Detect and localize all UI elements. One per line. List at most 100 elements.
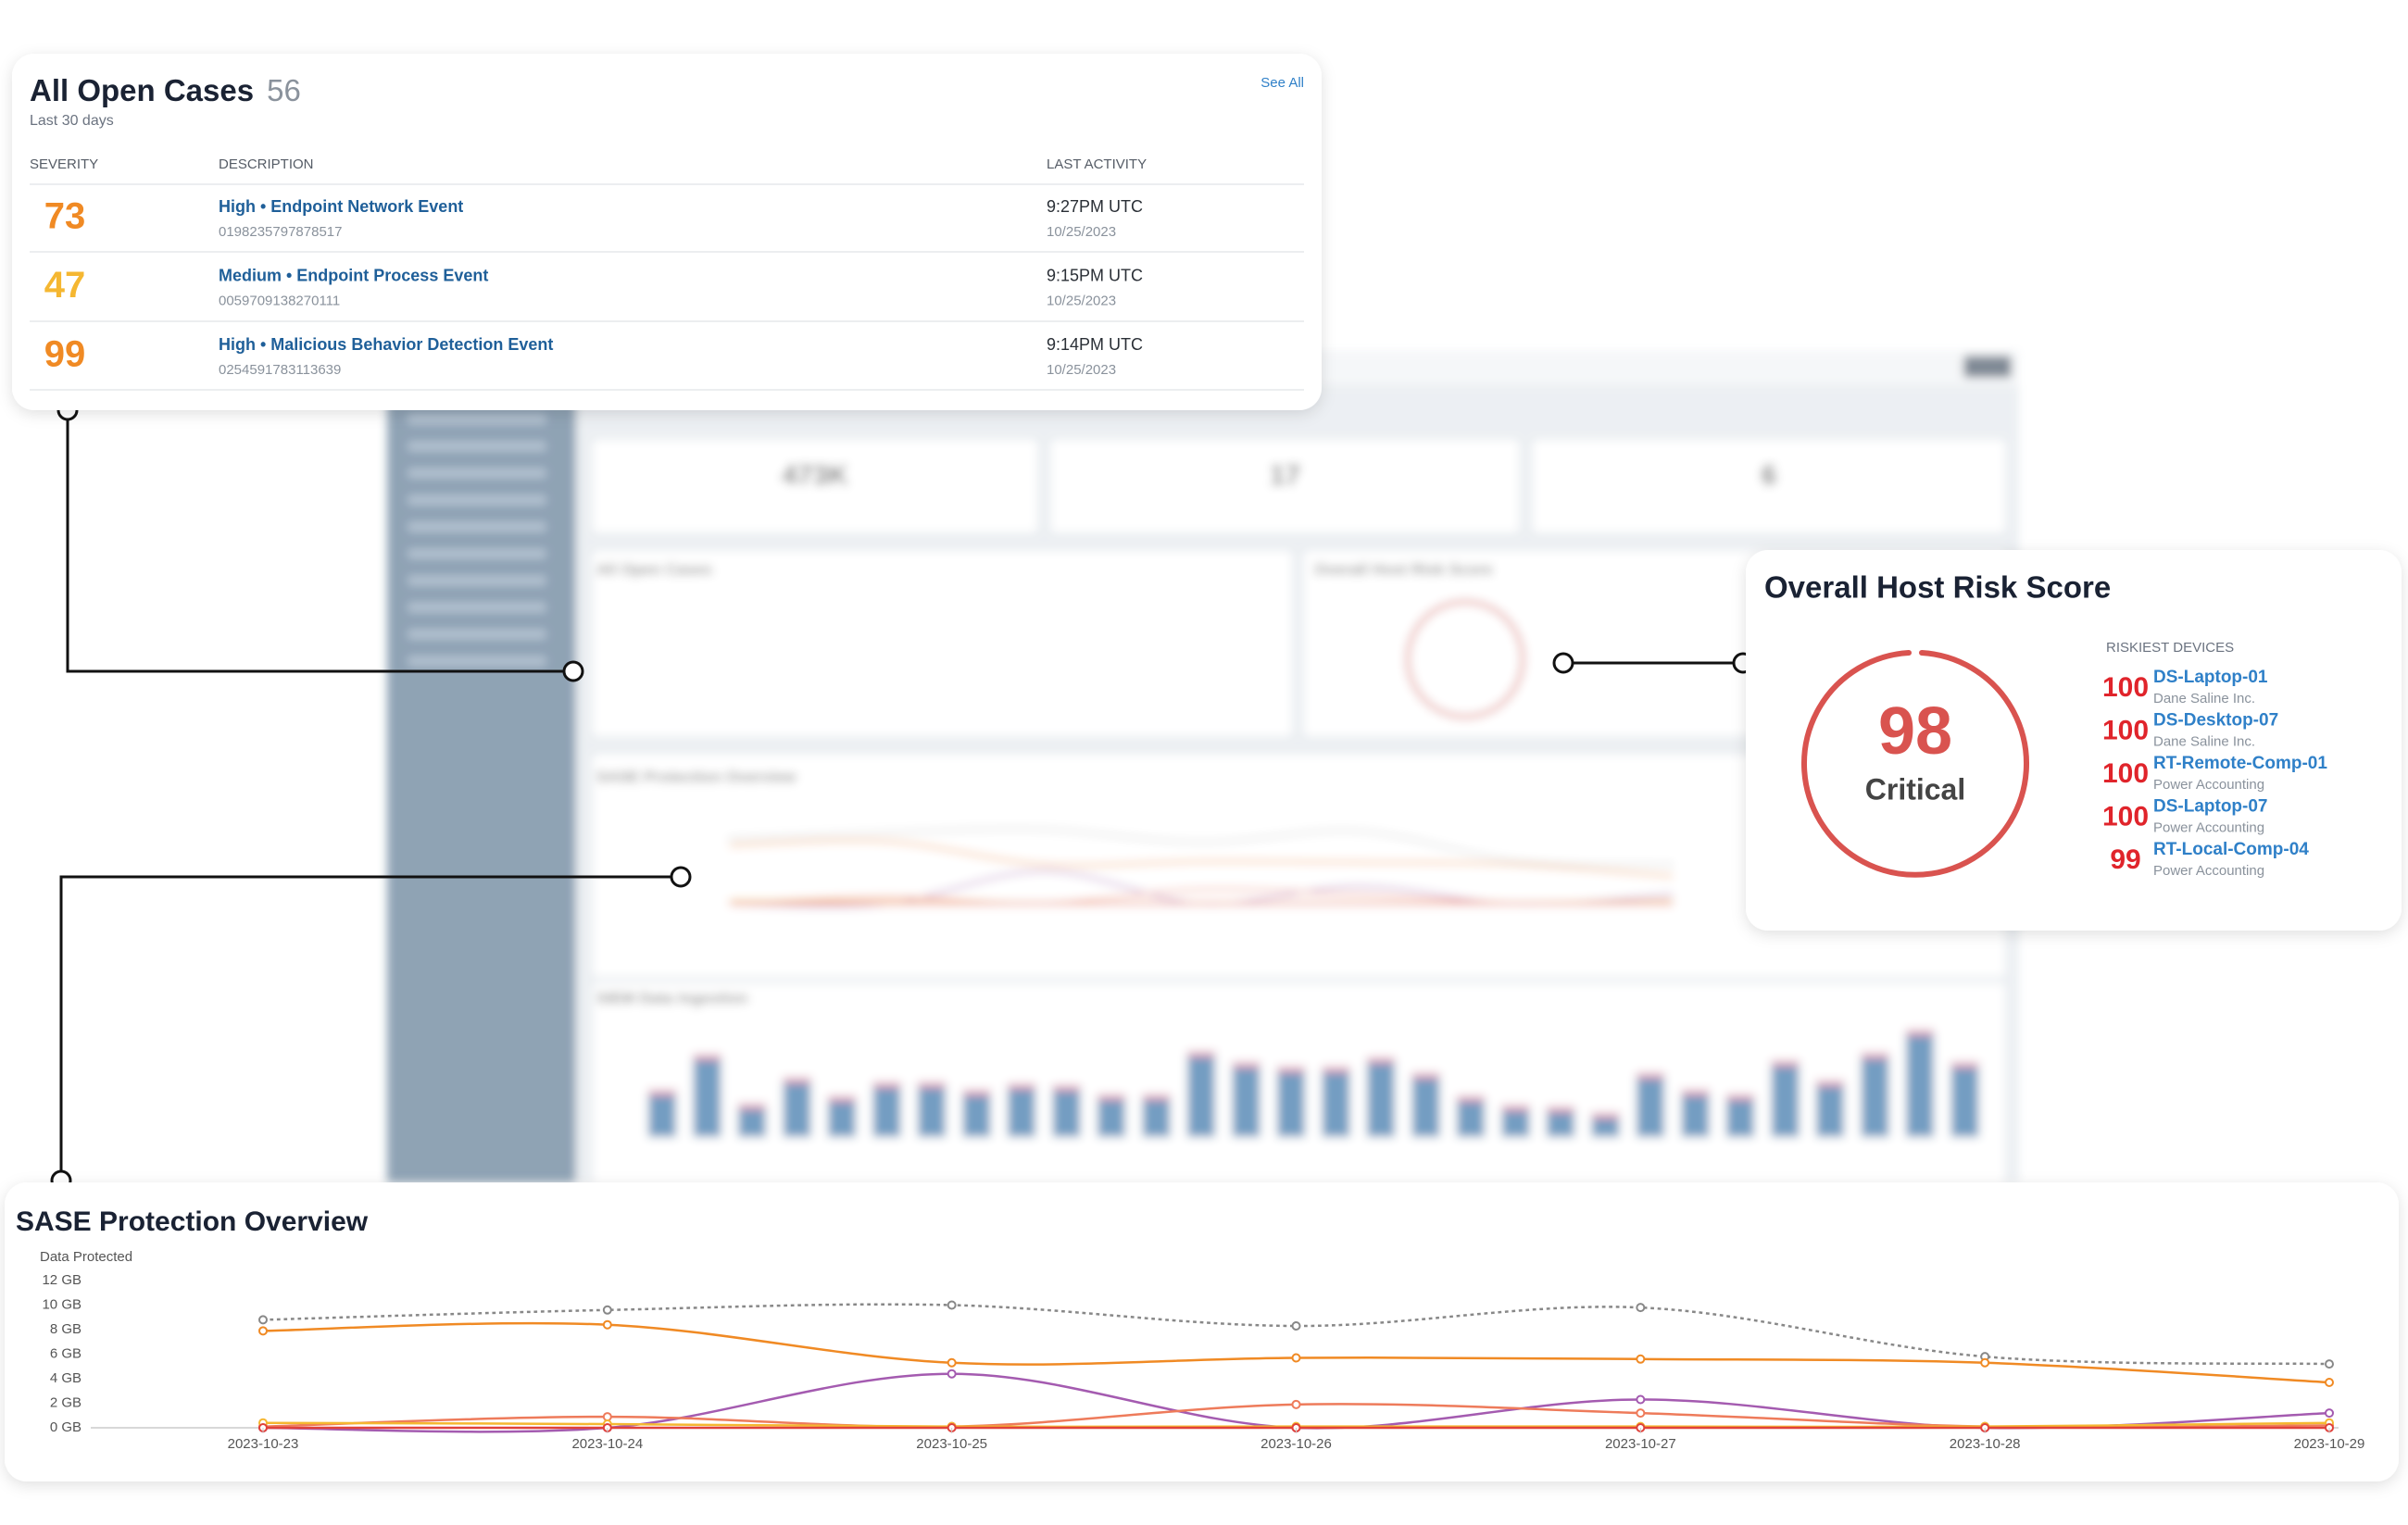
connector-dot: [562, 660, 584, 682]
see-all[interactable]: See All: [1260, 75, 1304, 91]
siem-bar-cap: [1681, 1090, 1710, 1096]
siem-bar: [1232, 1068, 1260, 1137]
device-name[interactable]: DS-Laptop-07: [2153, 797, 2268, 817]
panel-title: Overall Host Risk Score: [1314, 560, 1493, 578]
sidebar-item: [408, 630, 546, 639]
point: [2325, 1377, 2334, 1387]
sidebar-item: [408, 549, 546, 558]
siem-bar-cap: [962, 1090, 991, 1096]
point: [602, 1319, 612, 1330]
x-tick-label: 2023-10-24: [571, 1436, 643, 1452]
siem-bar-cap: [648, 1090, 676, 1096]
device-name[interactable]: RT-Local-Comp-04: [2153, 840, 2309, 859]
siem-bar: [1681, 1095, 1710, 1137]
siem-bar-cap: [1816, 1081, 1844, 1087]
card-title-text: All Open Cases: [30, 73, 254, 107]
siem-bar-cap: [918, 1081, 946, 1088]
sidebar-item: [408, 469, 546, 478]
sidebar-item: [408, 603, 546, 612]
stat-value: 6: [1762, 460, 1777, 491]
point: [1636, 1354, 1646, 1364]
case-id: 0059709138270111: [219, 293, 340, 308]
mini-sase-chart: [729, 828, 1674, 908]
device-org: Power Accounting: [2153, 863, 2264, 879]
sidebar-item: [408, 656, 546, 666]
case-description[interactable]: Medium • Endpoint Process Event: [219, 266, 488, 284]
siem-bar: [1816, 1086, 1844, 1137]
column-header: SEVERITY: [30, 156, 98, 172]
siem-bar: [962, 1095, 991, 1137]
panel-title: SASE Protection Overview: [596, 768, 796, 785]
siem-bar-cap: [1501, 1105, 1530, 1111]
column-header: LAST ACTIVITY: [1047, 156, 1147, 172]
stat-panel: [593, 440, 1037, 532]
activity-time: 9:14PM UTC: [1047, 335, 1143, 354]
siem-bar: [1052, 1091, 1081, 1137]
point: [258, 1315, 268, 1325]
point: [1291, 1321, 1301, 1331]
device-org: Dane Saline Inc.: [2153, 691, 2255, 706]
chart-title: SASE Protection Overview: [16, 1206, 369, 1237]
column-header: DESCRIPTION: [219, 156, 314, 172]
connector-line: [66, 410, 573, 673]
siem-bar-cap: [1726, 1094, 1754, 1101]
siem-bar: [1547, 1112, 1574, 1137]
siem-bar: [1726, 1100, 1754, 1137]
subtitle: Last 30 days: [30, 113, 114, 129]
siem-bar: [1367, 1063, 1395, 1137]
sidebar-item: [408, 415, 546, 424]
siem-bar: [648, 1095, 676, 1137]
stat-value: 473K: [782, 460, 848, 491]
device-org: Dane Saline Inc.: [2153, 733, 2255, 749]
device-org: Power Accounting: [2153, 777, 2264, 793]
case-count: 56: [267, 73, 301, 107]
siem-bar: [828, 1101, 856, 1137]
y-tick-label: 12 GB: [42, 1272, 82, 1288]
siem-bar: [1906, 1035, 1934, 1137]
connector-line: [59, 875, 681, 1181]
series-line: [729, 839, 1674, 878]
siem-bar: [1142, 1100, 1171, 1137]
siem-bar-cap: [1232, 1062, 1260, 1069]
case-description[interactable]: High • Malicious Behavior Detection Even…: [219, 335, 553, 354]
point: [602, 1412, 612, 1422]
siem-bar-cap: [1547, 1106, 1574, 1113]
sidebar-item: [408, 576, 546, 585]
activity-date: 10/25/2023: [1047, 362, 1116, 378]
y-tick-label: 6 GB: [50, 1345, 82, 1361]
siem-bar: [1008, 1089, 1035, 1137]
point: [947, 1369, 957, 1379]
device-name[interactable]: RT-Remote-Comp-01: [2153, 754, 2327, 773]
card: [12, 54, 1322, 410]
x-tick-label: 2023-10-23: [228, 1436, 299, 1452]
siem-bar: [872, 1087, 901, 1137]
siem-bar: [918, 1087, 946, 1137]
point: [258, 1326, 268, 1336]
case-description[interactable]: High • Endpoint Network Event: [219, 197, 463, 216]
stat-value: 17: [1270, 460, 1300, 491]
siem-bar-cap: [1906, 1030, 1934, 1036]
sidebar: [387, 385, 576, 1182]
x-tick-label: 2023-10-28: [1950, 1436, 2021, 1452]
sase-card: SASE Protection Overview Data Protected 0 …: [5, 1182, 2399, 1481]
siem-bar-cap: [738, 1104, 766, 1110]
devices-heading: RISKIEST DEVICES: [2106, 640, 2234, 656]
point: [1291, 1399, 1301, 1409]
siem-bar-cap: [1771, 1060, 1800, 1067]
siem-bar-cap: [1008, 1083, 1035, 1090]
device-score: 100: [2102, 672, 2149, 703]
y-axis-label: Data Protected: [40, 1249, 132, 1265]
device-score: 100: [2102, 801, 2149, 831]
top-button: [1963, 356, 2012, 378]
device-name[interactable]: DS-Desktop-07: [2153, 711, 2278, 731]
point: [2325, 1359, 2334, 1369]
device-name[interactable]: DS-Laptop-01: [2153, 668, 2268, 687]
y-tick-label: 2 GB: [50, 1394, 82, 1410]
case-id: 0198235797878517: [219, 224, 342, 240]
siem-bar: [1591, 1119, 1620, 1137]
siem-bar: [1097, 1100, 1125, 1137]
mini-gauge: [1405, 599, 1525, 719]
